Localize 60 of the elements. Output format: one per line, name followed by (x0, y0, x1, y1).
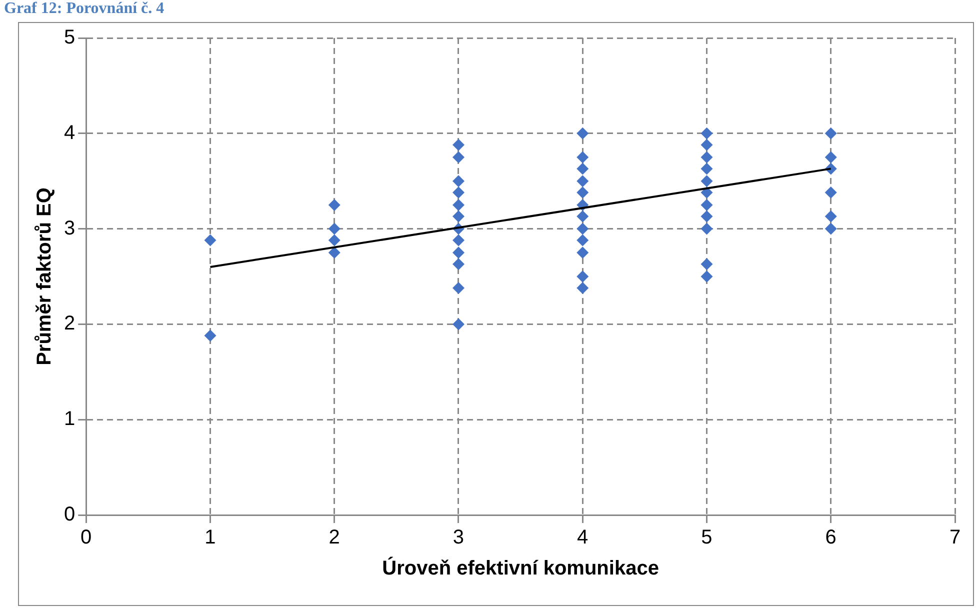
point (576, 222, 589, 235)
point (452, 186, 464, 199)
x-tick-label: 2 (328, 526, 340, 549)
point (576, 127, 589, 140)
y-tick-label: 3 (64, 217, 76, 240)
point (700, 258, 713, 270)
point (700, 151, 713, 164)
point (452, 210, 464, 222)
point (328, 198, 340, 211)
x-tick-label: 6 (825, 526, 836, 549)
point (576, 234, 589, 246)
point (824, 186, 837, 199)
point (452, 246, 464, 259)
point (576, 162, 589, 175)
point (452, 138, 464, 151)
point (700, 127, 713, 140)
x-tick-label: 5 (701, 526, 712, 549)
point (204, 330, 216, 342)
y-tick-label: 2 (64, 312, 76, 335)
point (700, 162, 713, 175)
y-tick-label: 0 (64, 504, 76, 526)
point (700, 198, 713, 211)
point (700, 138, 713, 151)
point (452, 282, 464, 294)
point (824, 222, 837, 235)
point (452, 318, 464, 330)
x-tick-label: 0 (80, 526, 92, 549)
point (452, 175, 464, 188)
point (824, 127, 837, 140)
point (452, 234, 464, 246)
chart-title: Graf 12: Porovnání č. 4 (4, 0, 164, 18)
x-tick-label: 7 (949, 526, 961, 549)
point (328, 246, 340, 259)
x-tick-label: 4 (577, 526, 588, 549)
y-tick-label: 1 (64, 408, 76, 430)
point (700, 222, 713, 235)
point (700, 210, 713, 222)
y-tick-label: 5 (64, 26, 76, 49)
point (576, 246, 589, 259)
point (824, 210, 837, 222)
point (576, 186, 589, 199)
point (328, 222, 340, 235)
y-axis-title: Průměr faktorů EQ (34, 188, 56, 366)
point (204, 234, 216, 246)
point (576, 210, 589, 222)
y-tick-label: 4 (64, 122, 76, 144)
x-axis-title: Úroveň efektivní komunikace (382, 556, 659, 580)
point (452, 258, 464, 270)
point (824, 151, 837, 164)
point (328, 234, 340, 246)
point (576, 151, 589, 164)
point (452, 151, 464, 164)
point (452, 198, 464, 211)
x-tick-label: 3 (452, 526, 464, 549)
point (700, 175, 713, 188)
point (576, 175, 589, 188)
point (576, 282, 589, 294)
x-tick-label: 1 (204, 526, 216, 549)
point (576, 270, 589, 282)
point (700, 270, 713, 282)
